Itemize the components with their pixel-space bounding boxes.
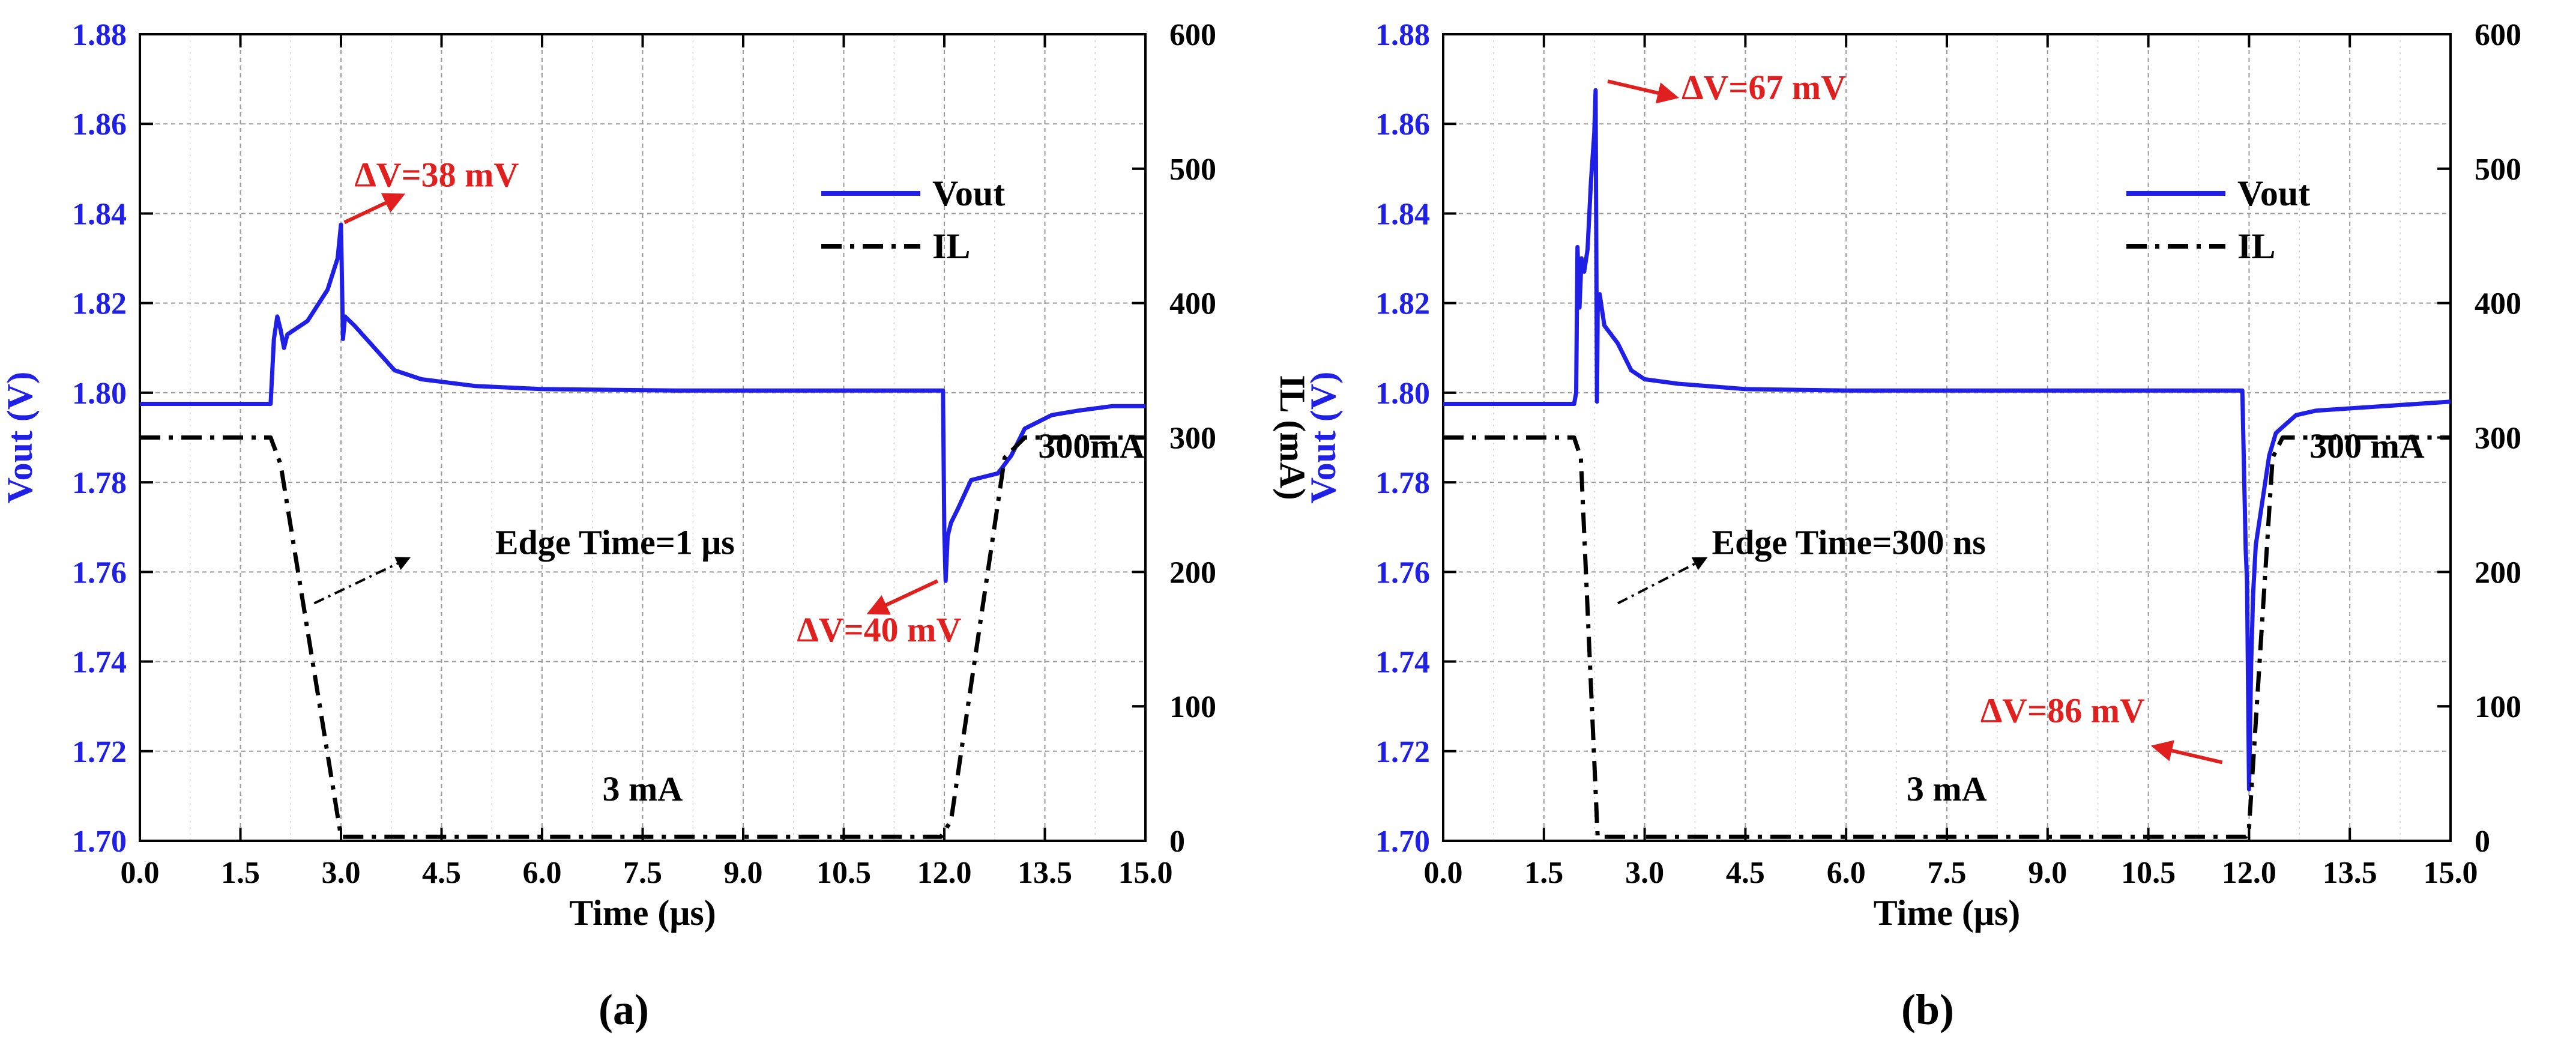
- annotation-label: 3 mA: [603, 769, 683, 808]
- y-right-tick-label: 300: [2475, 422, 2521, 456]
- x-tick-label: 1.5: [221, 856, 260, 890]
- x-axis-label: Time (μs): [569, 893, 716, 933]
- y-right-tick-label: 0: [1169, 825, 1185, 859]
- chart-panel-a: 0.0 1.5 3.0 4.5 6.0 7.5 9.0 10.5 12.0 13.5 15.0 1.7…: [0, 18, 1312, 933]
- y-right-tick-label: 200: [1169, 556, 1216, 590]
- y-right-tick-label: 500: [1169, 153, 1216, 187]
- x-tick-label: 15.0: [1118, 856, 1173, 890]
- legend-label-il: IL: [2237, 226, 2275, 266]
- y-left-tick-label: 1.86: [1375, 108, 1430, 142]
- x-tick-label: 12.0: [917, 856, 972, 890]
- y-left-tick-label: 1.70: [1375, 825, 1430, 859]
- y-left-tick-label: 1.76: [72, 556, 127, 590]
- annotation-label: 300mA: [1038, 426, 1144, 465]
- annotation-label: ΔV=86 mV: [1980, 691, 2145, 730]
- x-tick-label: 6.0: [1827, 856, 1866, 890]
- annotation-label: Edge Time=300 ns: [1712, 523, 1985, 562]
- x-tick-label: 7.5: [1928, 856, 1967, 890]
- x-tick-label: 0.0: [121, 856, 160, 890]
- annotation-label: 300 mA: [2309, 426, 2425, 465]
- x-tick-label: 6.0: [523, 856, 562, 890]
- y-left-axis-label: Vout (V): [0, 372, 40, 503]
- annotation-arrow: [2150, 740, 2223, 765]
- annotation-label: ΔV=38 mV: [354, 156, 519, 195]
- series-line-il: [140, 435, 1145, 839]
- y-left-tick-label: 1.70: [72, 825, 127, 859]
- x-tick-label: 9.0: [724, 856, 763, 890]
- y-right-tick-label: 200: [2475, 556, 2521, 590]
- y-left-tick-label: 1.72: [72, 735, 127, 769]
- caption-b: (b): [1901, 986, 1954, 1034]
- x-tick-label: 12.0: [2222, 856, 2276, 890]
- chart-panel-b: 0.0 1.5 3.0 4.5 6.0 7.5 9.0 10.5 12.0 13.5 15.0 1.7…: [1303, 18, 2521, 933]
- y-right-tick-label: 400: [1169, 287, 1216, 321]
- x-tick-label: 15.0: [2424, 856, 2478, 890]
- x-tick-label: 1.5: [1524, 856, 1563, 890]
- y-right-tick-label: 0: [2475, 825, 2490, 859]
- y-left-tick-label: 1.80: [72, 377, 127, 411]
- annotation-arrow: [1617, 557, 1708, 605]
- x-tick-label: 4.5: [422, 856, 461, 890]
- annotation-label: Edge Time=1 μs: [495, 523, 735, 562]
- y-left-tick-label: 1.76: [1375, 556, 1430, 590]
- annotation-arrow: [313, 557, 411, 605]
- x-tick-label: 0.0: [1424, 856, 1463, 890]
- y-left-tick-label: 1.78: [1375, 466, 1430, 500]
- x-tick-label: 13.5: [1018, 856, 1072, 890]
- y-left-tick-label: 1.72: [1375, 735, 1430, 769]
- y-left-tick-label: 1.84: [1375, 197, 1430, 231]
- annotation-arrow: [1607, 79, 1679, 104]
- series-line-il: [1443, 435, 2451, 839]
- y-left-axis-label: Vout (V): [1303, 372, 1343, 503]
- legend-label-vout: Vout: [932, 174, 1005, 213]
- series-line-vout: [1443, 88, 2451, 792]
- annotation-label: ΔV=67 mV: [1682, 68, 1846, 107]
- y-right-tick-label: 400: [2475, 287, 2521, 321]
- annotation-arrow: [343, 193, 406, 225]
- annotation-label: ΔV=40 mV: [797, 610, 961, 649]
- y-left-tick-label: 1.86: [72, 108, 127, 142]
- x-tick-label: 3.0: [1625, 856, 1664, 890]
- y-right-tick-label: 100: [2475, 690, 2521, 724]
- y-left-tick-label: 1.74: [1375, 646, 1430, 680]
- x-tick-label: 4.5: [1726, 856, 1765, 890]
- y-right-tick-label: 500: [2475, 153, 2521, 187]
- x-axis-label: Time (μs): [1874, 893, 2021, 933]
- y-right-axis-label: IL (mA): [1273, 375, 1312, 500]
- x-tick-label: 10.5: [816, 856, 871, 890]
- x-tick-label: 10.5: [2121, 856, 2176, 890]
- legend-label-il: IL: [932, 226, 970, 266]
- y-left-tick-label: 1.78: [72, 466, 127, 500]
- y-right-tick-label: 100: [1169, 690, 1216, 724]
- y-right-tick-label: 600: [2475, 18, 2521, 52]
- y-right-tick-label: 300: [1169, 422, 1216, 456]
- series-line-vout: [140, 222, 1145, 583]
- x-tick-label: 9.0: [2028, 856, 2067, 890]
- y-left-tick-label: 1.82: [1375, 287, 1430, 321]
- y-right-tick-label: 600: [1169, 18, 1216, 52]
- y-left-tick-label: 1.82: [72, 287, 127, 321]
- annotation-label: 3 mA: [1907, 769, 1987, 808]
- caption-a: (a): [599, 986, 649, 1034]
- y-left-tick-label: 1.88: [72, 18, 127, 52]
- y-left-tick-label: 1.88: [1375, 18, 1430, 52]
- y-left-tick-label: 1.74: [72, 646, 127, 680]
- y-left-tick-label: 1.80: [1375, 377, 1430, 411]
- y-left-tick-label: 1.84: [72, 197, 127, 231]
- x-tick-label: 3.0: [322, 856, 361, 890]
- legend-label-vout: Vout: [2237, 174, 2310, 213]
- x-tick-label: 13.5: [2323, 856, 2377, 890]
- annotation-arrow: [866, 579, 939, 615]
- x-tick-label: 7.5: [623, 856, 662, 890]
